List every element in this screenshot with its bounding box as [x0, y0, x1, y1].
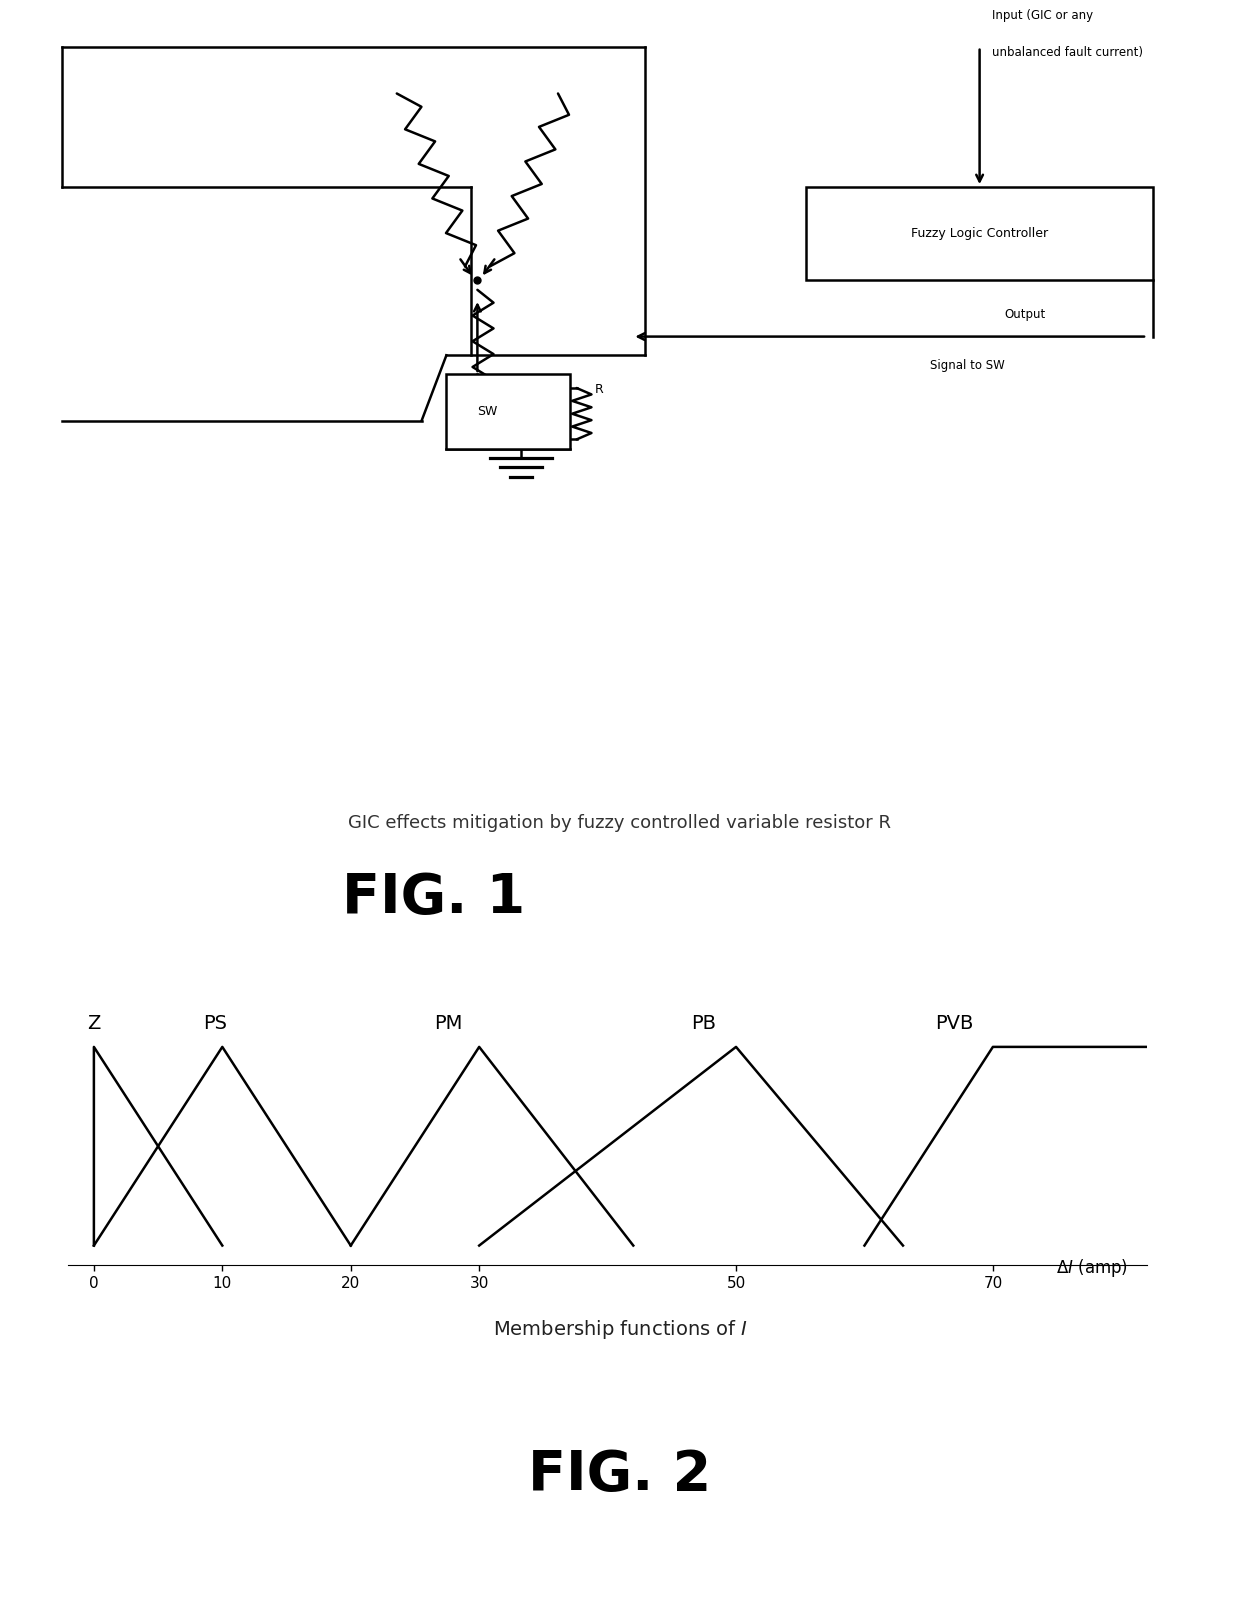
Text: Signal to SW: Signal to SW: [930, 359, 1004, 372]
Text: Z: Z: [88, 1014, 100, 1033]
Bar: [446, 374, 570, 448]
Text: unbalanced fault current): unbalanced fault current): [992, 47, 1143, 60]
Text: PB: PB: [691, 1014, 715, 1033]
Bar: [806, 187, 1153, 280]
Text: PS: PS: [203, 1014, 227, 1033]
Text: Input (GIC or any: Input (GIC or any: [992, 8, 1094, 21]
Text: $\Delta\mathit{I}$ (amp): $\Delta\mathit{I}$ (amp): [1055, 1257, 1127, 1280]
Text: GIC effects mitigation by fuzzy controlled variable resistor R: GIC effects mitigation by fuzzy controll…: [348, 814, 892, 832]
Text: Membership functions of $\mathit{I}$: Membership functions of $\mathit{I}$: [492, 1319, 748, 1341]
Text: Output: Output: [1004, 308, 1045, 321]
Text: FIG. 2: FIG. 2: [528, 1448, 712, 1502]
Text: Fuzzy Logic Controller: Fuzzy Logic Controller: [911, 227, 1048, 240]
Text: PVB: PVB: [935, 1014, 973, 1033]
Text: PM: PM: [434, 1014, 463, 1033]
Text: SW: SW: [477, 405, 497, 418]
Text: FIG. 1: FIG. 1: [342, 870, 526, 925]
Text: R: R: [595, 384, 604, 397]
